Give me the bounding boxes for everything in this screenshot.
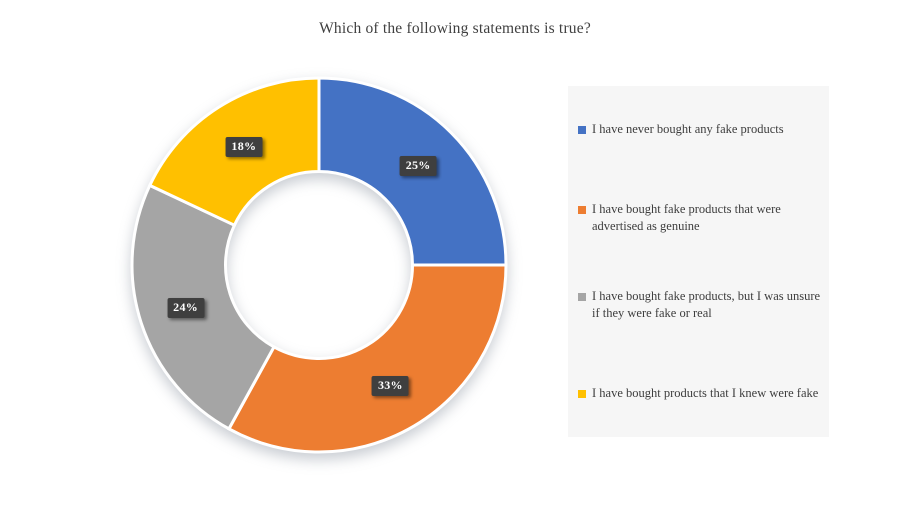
legend-item: I have bought products that I knew were … — [578, 349, 821, 437]
legend-swatch-icon — [578, 205, 586, 214]
chart-title: Which of the following statements is tru… — [319, 20, 591, 37]
legend-label: I have bought products that I knew were … — [592, 385, 819, 400]
legend-swatch-icon — [578, 293, 586, 302]
legend-swatch-icon — [578, 126, 586, 135]
donut-slice-0 — [317, 76, 508, 267]
legend-swatch-icon — [578, 389, 586, 398]
legend-item: I have never bought any fake products — [578, 86, 821, 174]
donut-slice-1 — [226, 263, 508, 454]
donut-chart — [130, 76, 508, 454]
legend-panel: I have never bought any fake products I … — [568, 86, 829, 437]
legend-item: I have bought fake products, but I was u… — [578, 262, 821, 350]
legend-label: I have bought fake products that were ad… — [592, 201, 781, 233]
legend-item: I have bought fake products that were ad… — [578, 174, 821, 262]
legend-label: I have bought fake products, but I was u… — [592, 289, 821, 321]
legend-label: I have never bought any fake products — [592, 122, 784, 137]
